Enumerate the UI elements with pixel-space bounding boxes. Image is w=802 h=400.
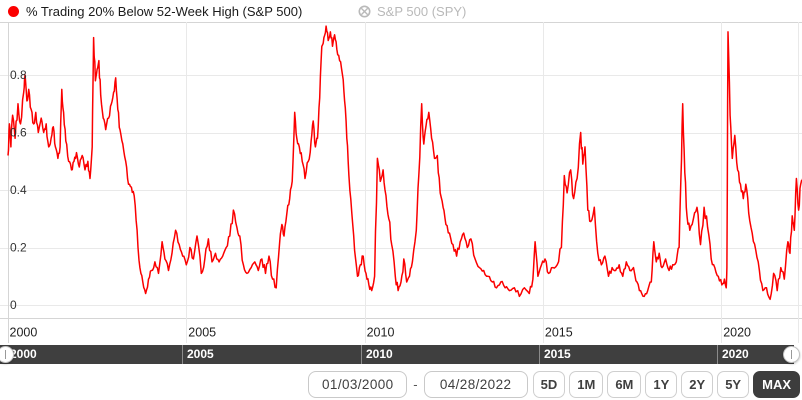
y-axis-label: 0.6 — [10, 126, 27, 140]
red-series-marker-icon — [8, 5, 19, 17]
y-axis-label: 0.2 — [10, 241, 27, 255]
range-button-2y[interactable]: 2Y — [681, 371, 714, 398]
legend-item-spy[interactable]: S&P 500 (SPY) — [358, 0, 466, 22]
range-button-5y[interactable]: 5Y — [717, 371, 750, 398]
navigator-handle-left[interactable] — [0, 346, 14, 363]
y-axis-label: 0.4 — [10, 183, 27, 197]
navigator-separator — [717, 345, 718, 364]
navigator-label-2005: 2005 — [187, 347, 214, 361]
navigator-label-2010: 2010 — [366, 347, 393, 361]
range-button-5d[interactable]: 5D — [532, 371, 566, 398]
price-chart[interactable]: 0 0.2 0.4 0.6 0.8 2000 2005 2010 2015 2020 — [0, 22, 802, 345]
start-date-input[interactable] — [308, 371, 408, 398]
navigator-track[interactable]: 2000 2005 2010 2015 2020 — [0, 345, 794, 364]
navigator: 2000 2005 2010 2015 2020 — [0, 345, 802, 364]
navigator-label-2000: 2000 — [10, 347, 37, 361]
chart-legend: % Trading 20% Below 52-Week High (S&P 50… — [0, 0, 802, 22]
x-axis-label: 2020 — [723, 326, 751, 340]
series-line-breadth — [7, 25, 802, 301]
range-button-1m[interactable]: 1M — [569, 371, 604, 398]
range-buttons: 5D 1M 6M 1Y 2Y 5Y MAX — [532, 371, 800, 398]
range-button-6m[interactable]: 6M — [607, 371, 642, 398]
legend-label-spy: S&P 500 (SPY) — [377, 3, 467, 19]
x-axis-label: 2000 — [10, 326, 38, 340]
legend-label-breadth: % Trading 20% Below 52-Week High (S&P 50… — [26, 3, 303, 19]
navigator-separator — [539, 345, 540, 364]
navigator-label-2020: 2020 — [722, 347, 749, 361]
y-axis-label: 0 — [10, 298, 17, 312]
y-axis-label: 0.8 — [10, 68, 27, 82]
hidden-series-icon — [358, 5, 371, 17]
x-axis-label: 2005 — [188, 326, 216, 340]
navigator-separator — [182, 345, 183, 364]
legend-item-breadth[interactable]: % Trading 20% Below 52-Week High (S&P 50… — [8, 0, 302, 22]
x-axis-label: 2010 — [367, 326, 395, 340]
end-date-input[interactable] — [423, 371, 528, 398]
date-range-separator: - — [413, 377, 418, 392]
navigator-handle-right[interactable] — [783, 346, 800, 363]
range-button-max[interactable]: MAX — [753, 371, 800, 398]
navigator-separator — [361, 345, 362, 364]
x-axis-label: 2015 — [545, 326, 573, 340]
range-button-1y[interactable]: 1Y — [645, 371, 678, 398]
navigator-label-2015: 2015 — [544, 347, 571, 361]
